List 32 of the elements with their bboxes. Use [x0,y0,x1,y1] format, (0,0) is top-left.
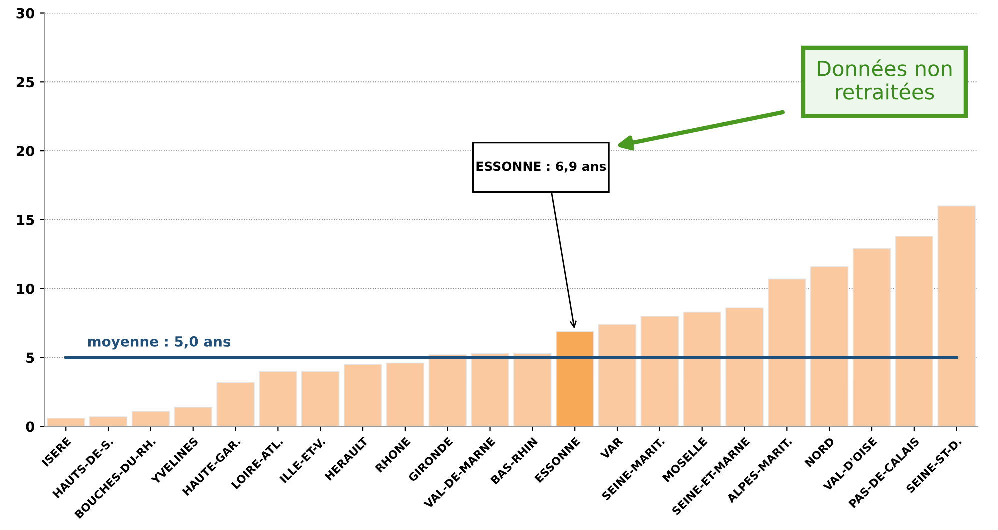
bar [89,416,128,427]
bar [471,353,510,427]
bar [683,312,722,427]
y-tick-label: 20 [16,146,35,157]
y-tick-label: 5 [26,352,34,364]
y-tick-label: 10 [17,284,35,294]
annotation: Données non retraitées [818,60,952,100]
bar [895,236,934,427]
bar [810,266,849,427]
annotation: ESSONNE : 6,9 ans [476,162,606,173]
y-tick-label: 15 [17,215,34,226]
bar [174,406,212,427]
bar [640,316,680,427]
bar [386,362,425,427]
y-tick-label: 25 [16,77,34,88]
bar [132,411,170,427]
bar [302,371,340,427]
bar [216,382,255,427]
bar [852,248,892,427]
bar [726,308,764,427]
bar [598,324,637,427]
bar [556,331,594,427]
bar [344,364,382,427]
bar [428,354,467,427]
bar [938,206,976,427]
bar [47,418,86,427]
bar [768,278,806,427]
bar [514,353,552,427]
ref-line-label: moyenne : 5,0 ans [88,336,231,350]
y-tick-label: 0 [26,422,35,432]
bar [259,371,298,427]
y-tick-label: 30 [16,8,35,19]
